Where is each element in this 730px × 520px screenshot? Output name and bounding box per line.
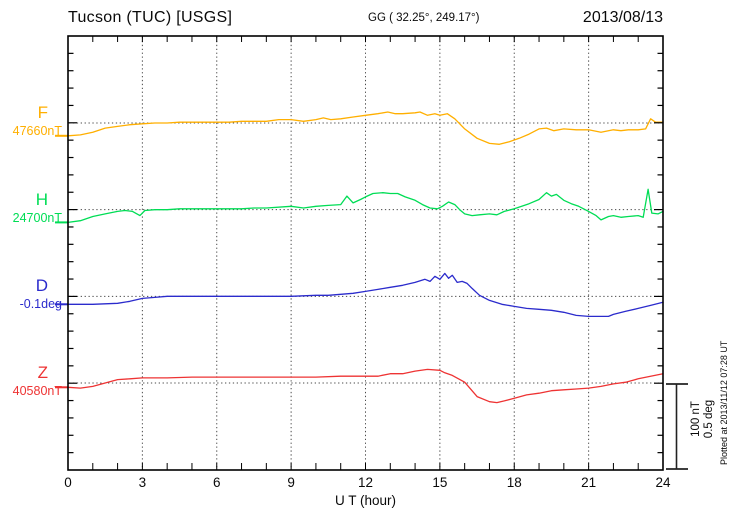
x-tick-label-3: 3 (138, 475, 147, 490)
geographic-coordinates: GG ( 32.25°, 249.17°) (368, 12, 480, 24)
trace-baseline-value-H: 24700nT (12, 210, 62, 225)
x-tick-label-18: 18 (506, 475, 522, 490)
trace-label-Z: Z (37, 363, 48, 382)
trace-label-D: D (35, 276, 48, 296)
trace-baseline-value-Z: 40580nT (12, 384, 62, 398)
x-axis-title: U T (hour) (334, 493, 397, 508)
trace-baseline-value-D: -0.1deg (19, 297, 62, 312)
x-tick-label-9: 9 (287, 475, 295, 490)
x-tick-label-21: 21 (581, 475, 597, 490)
x-tick-label-24: 24 (655, 475, 671, 490)
x-tick-label-0: 0 (64, 475, 72, 490)
station-title: Tucson (TUC) [USGS] (68, 9, 233, 26)
scale-bar-label-deg: 0.5 deg (703, 399, 715, 439)
trace-baseline-value-F: 47660nT (12, 124, 62, 138)
x-tick-label-6: 6 (212, 475, 221, 490)
scale-bar-label-nt: 100 nT (690, 401, 702, 437)
scale-bar-label: 100 nT 0.5 deg (690, 376, 716, 462)
trace-label-F: F (37, 103, 48, 122)
x-tick-label-15: 15 (432, 475, 448, 490)
x-tick-label-12: 12 (357, 475, 374, 490)
plotted-at-note: Plotted at 2013/11/12 07:28 UT (719, 340, 729, 465)
plot-date: 2013/08/13 (582, 9, 663, 26)
trace-label-H: H (35, 189, 48, 209)
plot-frame (67, 35, 664, 471)
